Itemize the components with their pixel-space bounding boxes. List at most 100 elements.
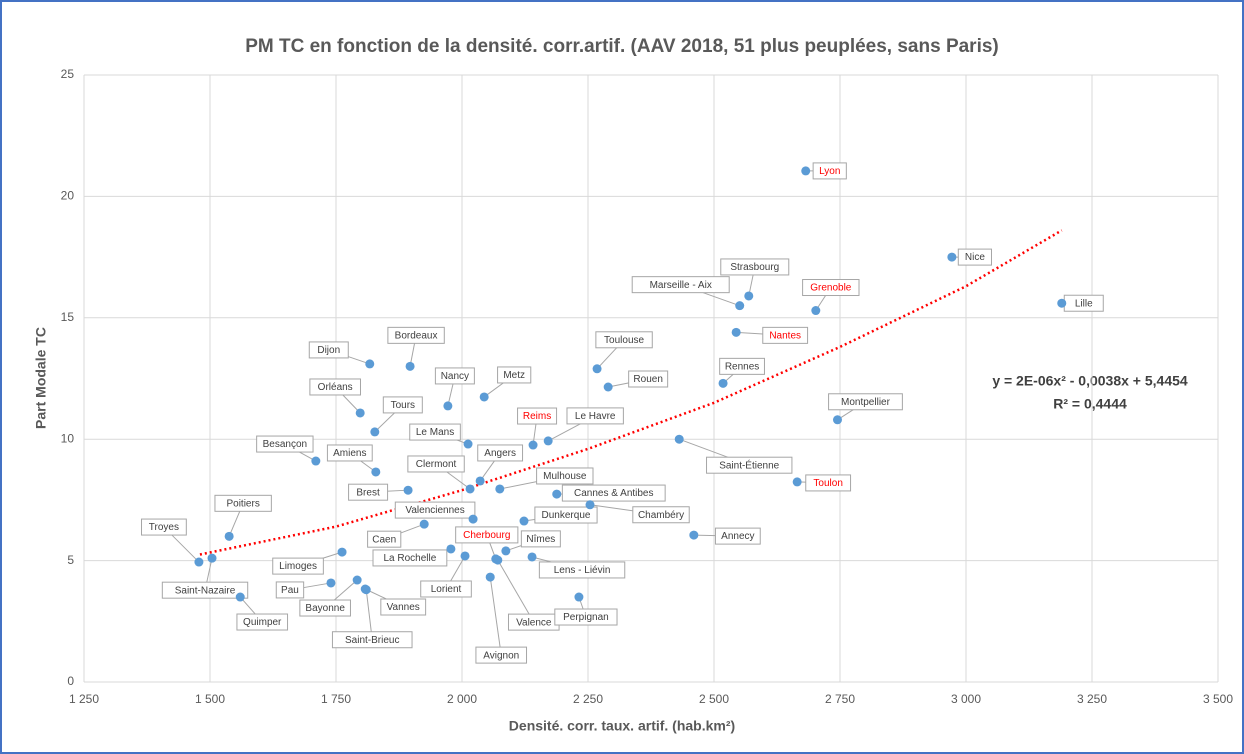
point-label: Bordeaux xyxy=(395,331,438,342)
point xyxy=(527,552,537,562)
point xyxy=(207,553,217,563)
trend-equation: y = 2E-06x² - 0,0038x + 5,4454 xyxy=(992,373,1188,389)
y-tick-label: 5 xyxy=(67,553,74,567)
point-label: Tours xyxy=(391,400,415,411)
point-label: Le Havre xyxy=(575,411,616,422)
label-box xyxy=(805,474,852,492)
point-label: Nancy xyxy=(441,371,469,382)
label-box xyxy=(719,357,765,375)
r-squared: R² = 0,4444 xyxy=(1053,396,1127,412)
point xyxy=(552,489,562,499)
label-box xyxy=(566,407,624,425)
label-box xyxy=(272,557,324,575)
label-box xyxy=(380,598,427,616)
point-label: Mulhouse xyxy=(543,471,587,482)
point xyxy=(519,516,529,526)
x-tick-label: 2 000 xyxy=(447,692,477,706)
points xyxy=(194,166,1067,602)
label-box xyxy=(331,631,413,649)
label-box xyxy=(595,331,653,349)
y-tick-label: 0 xyxy=(67,674,74,688)
point-label: Dunkerque xyxy=(542,510,591,521)
label-box xyxy=(762,326,809,344)
point xyxy=(463,439,473,449)
label-box xyxy=(517,407,558,425)
point-label: Nice xyxy=(965,252,985,263)
point-label: Toulon xyxy=(813,478,842,489)
label-box xyxy=(407,455,465,473)
label-box xyxy=(236,613,289,631)
point xyxy=(405,361,415,371)
point xyxy=(744,291,754,301)
point-label: Limoges xyxy=(279,561,317,572)
point xyxy=(792,477,802,487)
point xyxy=(419,519,429,529)
point xyxy=(735,301,745,311)
label-box xyxy=(326,444,373,462)
point-label: Reims xyxy=(523,411,551,422)
label-box xyxy=(275,581,305,599)
label-box xyxy=(812,162,847,180)
point xyxy=(674,434,684,444)
x-tick-label: 1 750 xyxy=(321,692,351,706)
point-label: Grenoble xyxy=(810,283,852,294)
point xyxy=(370,427,380,437)
label-box xyxy=(372,549,448,567)
point-label: Cannes & Antibes xyxy=(574,488,654,499)
point xyxy=(485,572,495,582)
point-label: Toulouse xyxy=(604,335,644,346)
x-axis-title: Densité. corr. taux. artif. (hab.km²) xyxy=(509,718,735,734)
leader-line xyxy=(489,577,502,656)
label-box xyxy=(308,341,349,359)
x-tick-label: 2 500 xyxy=(699,692,729,706)
point xyxy=(543,436,553,446)
point xyxy=(718,378,728,388)
label-box xyxy=(706,456,793,474)
point-label: Bayonne xyxy=(305,603,345,614)
point-label: Saint-Nazaire xyxy=(175,585,236,596)
label-box xyxy=(475,646,528,664)
label-box xyxy=(714,527,761,545)
label-box xyxy=(631,276,730,294)
label-box xyxy=(409,423,461,441)
point xyxy=(371,467,381,477)
label-box xyxy=(957,248,992,266)
point xyxy=(574,592,584,602)
label-box xyxy=(720,258,790,276)
y-tick-label: 10 xyxy=(61,431,75,445)
y-tick-label: 20 xyxy=(61,189,75,203)
label-box xyxy=(309,378,361,396)
point-label: Nîmes xyxy=(526,534,555,545)
point-label: Valenciennes xyxy=(405,505,464,516)
point-label: Saint-Étienne xyxy=(719,458,779,471)
label-box xyxy=(497,366,532,384)
point xyxy=(460,551,470,561)
point xyxy=(337,547,347,557)
point-label: Nantes xyxy=(769,331,801,342)
point-label: Valence xyxy=(516,617,552,628)
point-label: Troyes xyxy=(149,522,179,533)
point-label: Rouen xyxy=(633,374,662,385)
label-box xyxy=(394,501,476,519)
x-tick-label: 3 000 xyxy=(951,692,981,706)
trend-line xyxy=(199,229,1063,556)
leader-line xyxy=(497,559,535,623)
point-label: Orléans xyxy=(318,382,353,393)
point xyxy=(592,364,602,374)
x-tick-label: 1 500 xyxy=(195,692,225,706)
y-axis-title: Part Modale TC xyxy=(33,327,49,429)
point-label: Cherbourg xyxy=(463,530,510,541)
point xyxy=(365,359,375,369)
point-label: Dijon xyxy=(317,345,340,356)
label-box xyxy=(141,518,187,536)
y-tick-label: 25 xyxy=(61,67,75,81)
point-label: Montpellier xyxy=(841,397,891,408)
label-box xyxy=(632,506,690,524)
label-box xyxy=(477,444,524,462)
label-box xyxy=(554,608,618,626)
label-box xyxy=(161,581,249,599)
point xyxy=(355,408,365,418)
point-label: Perpignan xyxy=(563,612,609,623)
